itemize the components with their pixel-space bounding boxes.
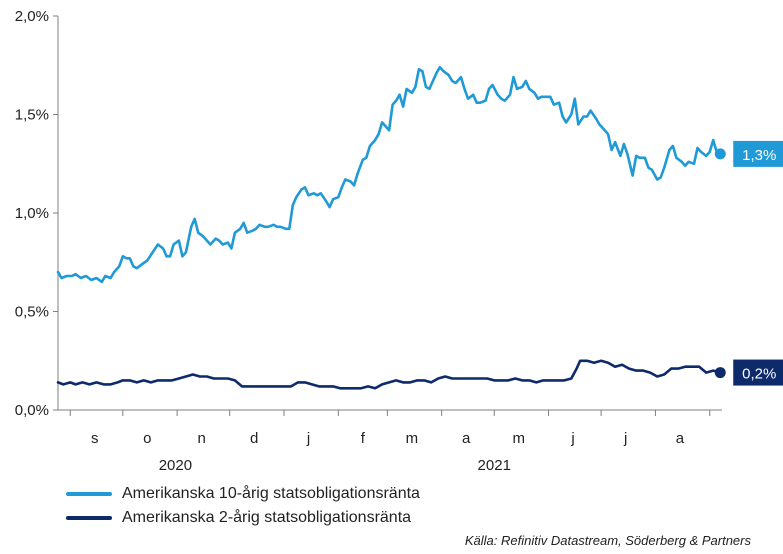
y-tick-label: 1,5%	[15, 107, 49, 124]
legend-item-2y: Amerikanska 2-årig statsobligationsränta	[66, 506, 420, 530]
legend-swatch-2y	[66, 516, 112, 520]
x-month-label: m	[406, 430, 419, 447]
series-lines	[56, 65, 722, 390]
series-end-label-box-0	[733, 140, 783, 167]
chart-axes	[53, 15, 722, 416]
legend-item-10y: Amerikanska 10-årig statsobligationsränt…	[66, 482, 420, 506]
x-year-label: 2021	[478, 457, 511, 474]
x-month-label: j	[570, 430, 574, 447]
x-month-label: n	[197, 430, 205, 447]
series-end-marker-1	[714, 367, 726, 379]
y-tick-label: 0,5%	[15, 304, 49, 321]
x-month-label: j	[306, 430, 310, 447]
series-line-0	[56, 65, 722, 284]
x-month-label: a	[676, 430, 685, 447]
legend: Amerikanska 10-årig statsobligationsränt…	[66, 482, 420, 530]
series-end-marker-0	[714, 148, 726, 160]
legend-label-2y: Amerikanska 2-årig statsobligationsränta	[122, 509, 412, 526]
x-month-label: d	[250, 430, 258, 447]
x-month-label: j	[623, 430, 627, 447]
y-tick-label: 1,0%	[15, 205, 49, 222]
x-year-label: 2020	[159, 457, 192, 474]
legend-label-10y: Amerikanska 10-årig statsobligationsränt…	[122, 485, 420, 502]
y-axis-tick-labels: 0,0% 0,5% 1,0% 1,5% 2,0%	[15, 8, 49, 419]
x-month-label: s	[91, 430, 99, 447]
y-tick-label: 0,0%	[15, 402, 49, 419]
x-month-label: o	[143, 430, 151, 447]
y-tick-label: 2,0%	[15, 8, 49, 25]
x-month-label: m	[513, 430, 526, 447]
series-end-labels: 1,3% 0,2%	[714, 140, 783, 386]
series-end-label-1: 0,2%	[742, 366, 776, 383]
x-month-label: a	[462, 430, 471, 447]
legend-swatch-10y	[66, 492, 112, 496]
x-month-label: f	[361, 430, 366, 447]
source-note: Källa: Refinitiv Datastream, Söderberg &…	[464, 533, 751, 548]
x-axis-year-labels: 2020 2021	[159, 457, 511, 474]
series-end-label-0: 1,3%	[742, 147, 776, 164]
series-end-label-box-1	[733, 359, 783, 386]
series-line-1	[56, 359, 722, 390]
